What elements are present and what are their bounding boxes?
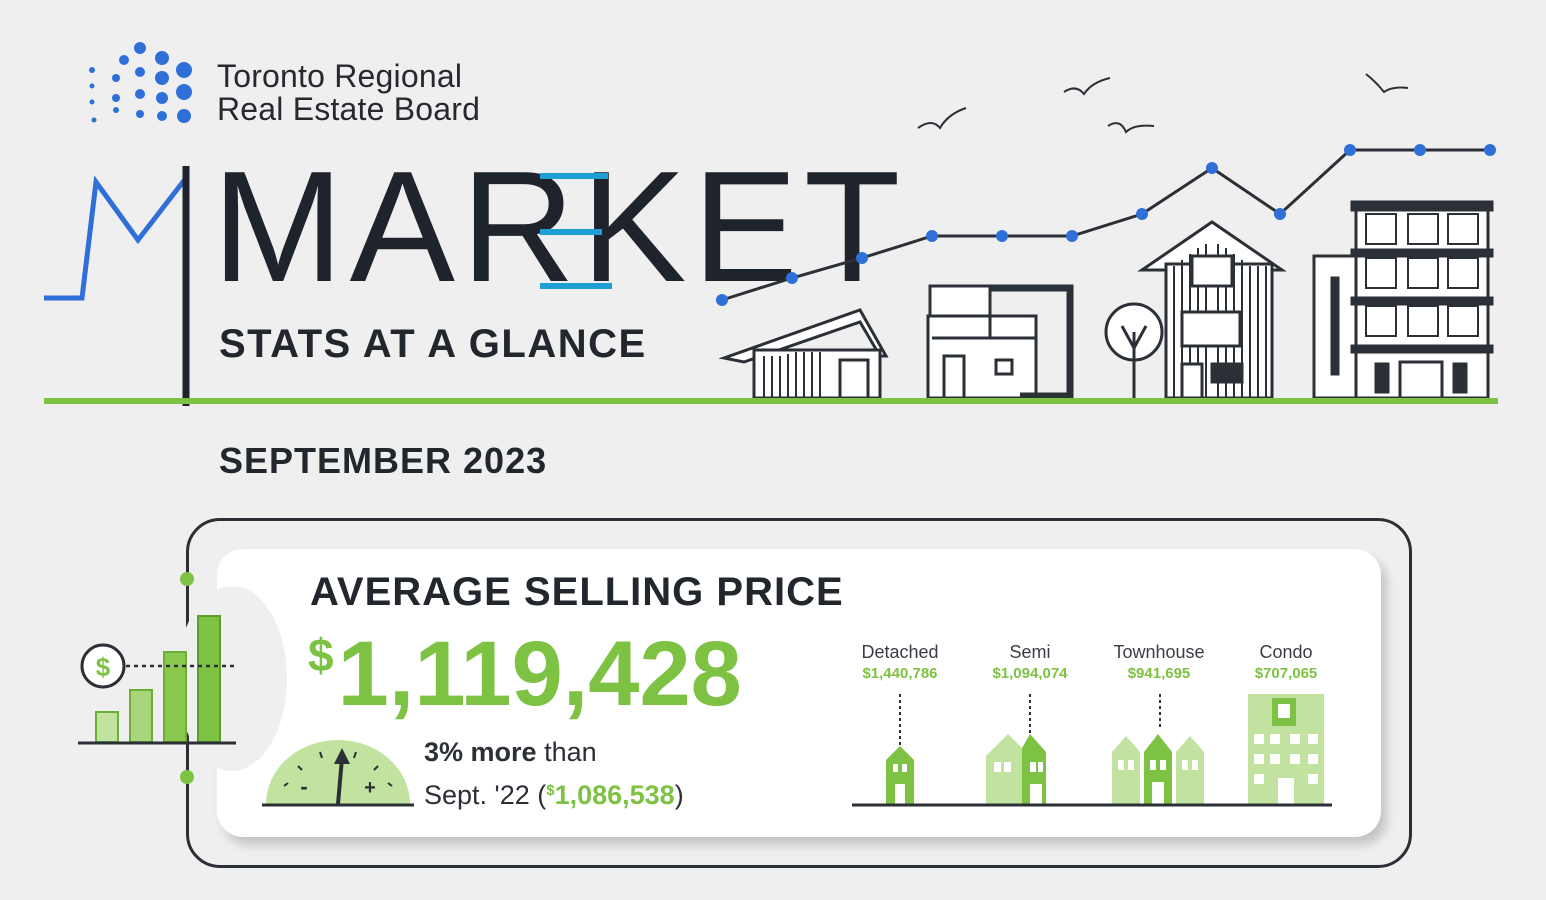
asp-currency: $ [308,629,334,681]
property-icons [852,694,1332,807]
dollar-icon-symbol: $ [96,652,111,682]
trend-line-icon [716,144,1496,306]
ground-line [44,398,1498,404]
ptype-townhouse: Townhouse $941,695 [1089,641,1229,685]
ptype-label: Semi [1009,642,1051,662]
brand-line-2: Real Estate Board [217,91,481,127]
asp-change-pct: 3% more [424,737,537,767]
brand-line-1: Toronto Regional [217,58,463,94]
asp-amount: 1,119,428 [337,623,742,725]
ptype-value: $941,695 [1127,665,1191,682]
bar-chart-icon: $ [78,615,236,745]
birds-icon [917,73,1409,134]
ptype-label: Detached [861,642,939,662]
ptype-value: $1,440,786 [862,665,938,682]
card-notch [177,586,287,771]
detached-house-icon [886,746,914,804]
gauge-icon: - + [262,740,414,807]
notch-dot-bottom [180,770,194,784]
dollar-icon [80,643,126,689]
page-subtitle: STATS AT A GLANCE [219,322,647,366]
market-m-icon [44,166,190,406]
condo-icon [1248,694,1324,804]
asp-comparison-close: ) [674,780,684,810]
notch-dot-top [180,572,194,586]
asp-comparison: Sept. '22 ($1,086,538) [424,780,684,811]
gauge-plus-label: + [364,777,376,799]
houses-illustration [716,73,1496,400]
asp-comparison-label: Sept. '22 ( [424,780,547,810]
ptype-condo: Condo $707,065 [1216,641,1356,685]
asp-value: $1,119,428 [308,628,742,720]
townhouse-icon [1112,734,1204,804]
ptype-semi: Semi $1,094,074 [960,641,1100,685]
report-period: SEPTEMBER 2023 [219,440,548,481]
brand-name: Toronto Regional Real Estate Board [217,60,480,126]
asp-change: 3% more than [424,737,597,768]
asp-title: AVERAGE SELLING PRICE [310,570,844,614]
asp-comparison-currency: $ [546,782,555,799]
ptype-label: Townhouse [1113,642,1205,662]
semi-house-icon [986,734,1046,804]
logo-dots-icon [89,42,192,123]
ptype-value: $707,065 [1254,665,1318,682]
gauge-minus-label: - [300,774,307,799]
asp-comparison-value: 1,086,538 [554,780,675,810]
title-e-accent-icon [540,173,612,289]
asp-change-word: than [544,737,597,767]
ptype-value: $1,094,074 [992,665,1068,682]
ptype-detached: Detached $1,440,786 [830,641,970,685]
ptype-label: Condo [1259,642,1313,662]
